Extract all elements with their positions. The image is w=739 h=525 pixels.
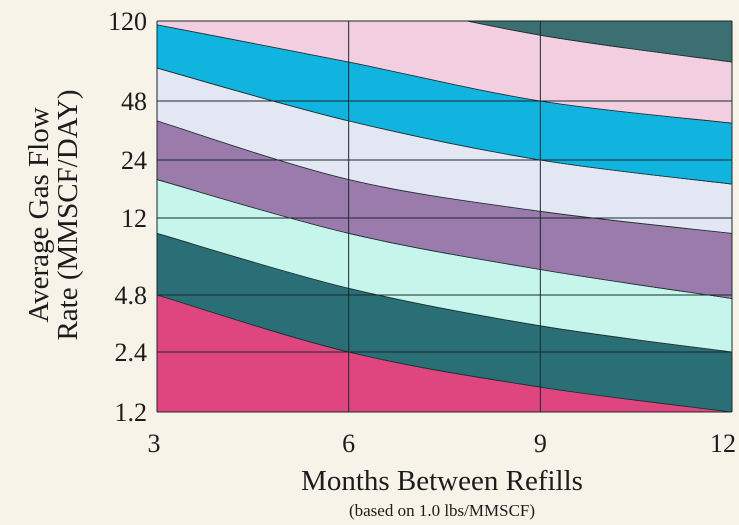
y-axis-label-line-1: Average Gas Flow	[23, 107, 55, 322]
tick-labels: 1.2 2.4 4.8 12 24 48 120 3 6 9 12	[108, 7, 736, 458]
x-tick-label: 12	[710, 429, 736, 458]
y-tick-label: 48	[121, 87, 147, 116]
x-axis-subtitle: (based on 1.0 lbs/MMSCF)	[349, 501, 535, 520]
y-tick-label: 24	[121, 146, 147, 175]
y-tick-label: 1.2	[115, 398, 148, 427]
x-axis-label: Months Between Refills	[301, 465, 583, 497]
x-tick-label: 9	[534, 429, 547, 458]
y-tick-label: 2.4	[115, 338, 148, 367]
y-tick-label: 120	[108, 7, 147, 36]
y-axis-label-line-2: Rate (MMSCF/DAY)	[52, 89, 84, 340]
y-tick-label: 4.8	[115, 281, 148, 310]
x-tick-label: 6	[342, 429, 355, 458]
bands-layer	[157, 21, 732, 412]
band-8	[464, 21, 732, 63]
y-tick-label: 12	[121, 204, 147, 233]
x-tick-label: 3	[148, 429, 161, 458]
grid-layer	[156, 20, 733, 413]
